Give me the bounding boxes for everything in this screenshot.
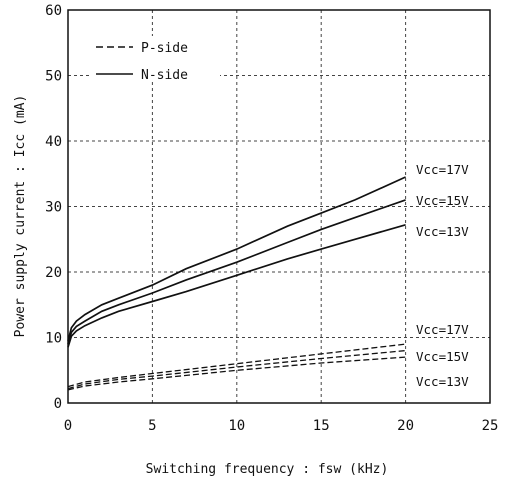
grid: [68, 10, 490, 403]
x-tick-label: 10: [228, 418, 245, 434]
y-tick-label: 60: [45, 3, 62, 19]
series-line-n-side-vcc13v: [67, 223, 406, 348]
series-line-p-side-vcc17v: [67, 343, 406, 388]
x-tick-label: 15: [313, 418, 330, 434]
y-tick-label: 50: [45, 69, 62, 85]
series-group: [67, 176, 406, 391]
y-tick-label: 30: [45, 200, 62, 216]
x-tick-label: 25: [482, 418, 499, 434]
x-tick-label: 0: [64, 418, 72, 434]
plot-frame: [67, 9, 491, 404]
legend: P-side N-side: [90, 36, 220, 83]
series-label-p-vcc15: Vcc=15V: [416, 349, 469, 364]
series-line-p-side-vcc15v: [67, 349, 406, 390]
y-tick-label: 20: [45, 265, 62, 281]
series-label-p-vcc13: Vcc=13V: [416, 374, 469, 389]
x-axis-label: Switching frequency : fsw (kHz): [146, 462, 389, 477]
series-line-p-side-vcc13v: [67, 356, 406, 391]
x-tick-label: 20: [397, 418, 414, 434]
series-line-n-side-vcc15v: [67, 199, 406, 345]
y-tick-label: 40: [45, 134, 62, 150]
y-tick-label: 10: [45, 331, 62, 347]
legend-p-side-label: P-side: [141, 41, 188, 56]
series-label-p-vcc17: Vcc=17V: [416, 322, 469, 337]
series-line-n-side-vcc17v: [67, 176, 406, 342]
series-labels: Vcc=17V Vcc=15V Vcc=13V Vcc=17V Vcc=15V …: [416, 162, 469, 389]
y-axis-label: Power supply current : Icc (mA): [13, 95, 28, 338]
series-label-n-vcc15: Vcc=15V: [416, 193, 469, 208]
series-label-n-vcc17: Vcc=17V: [416, 162, 469, 177]
series-label-n-vcc13: Vcc=13V: [416, 224, 469, 239]
x-tick-label: 5: [148, 418, 156, 434]
legend-n-side-label: N-side: [141, 68, 188, 83]
y-tick-label: 0: [54, 396, 62, 412]
ticks: 0 5 10 15 20 25 0 10 20 30 40 50 60: [45, 3, 498, 434]
